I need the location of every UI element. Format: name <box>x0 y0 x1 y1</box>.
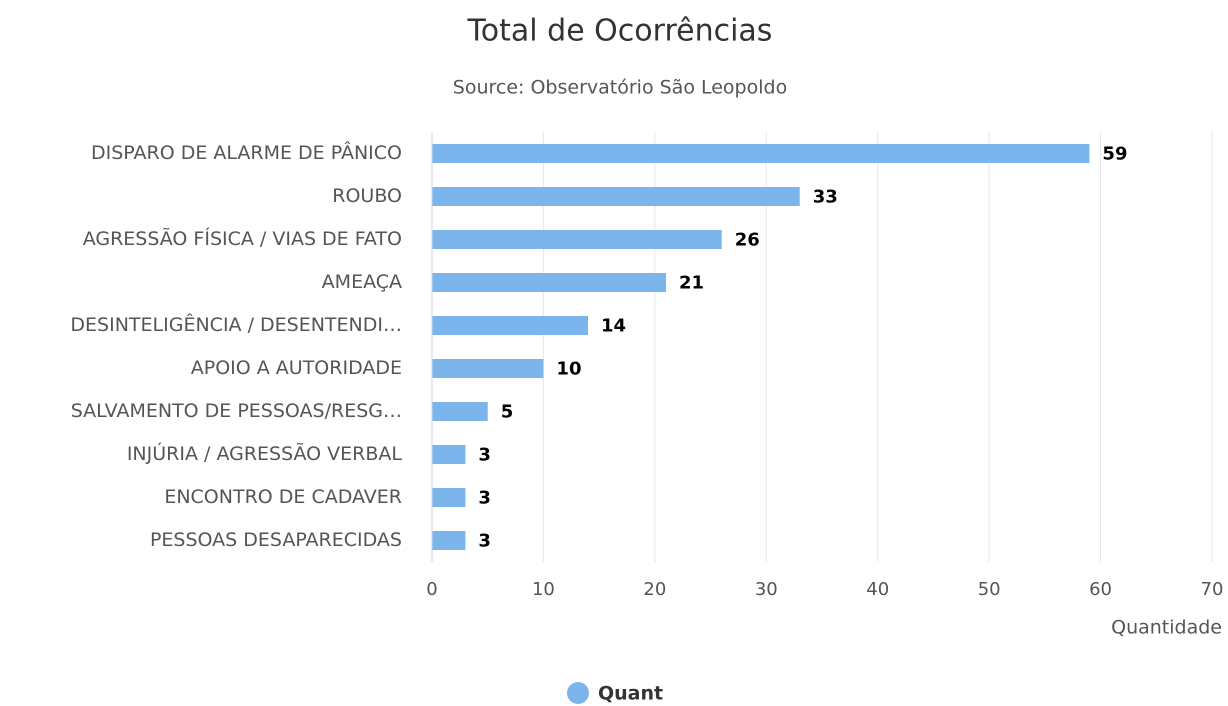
bar <box>432 445 466 464</box>
y-tick-label: SALVAMENTO DE PESSOAS/RESG… <box>71 400 402 422</box>
data-label: 26 <box>735 230 760 251</box>
data-label: 10 <box>556 359 581 380</box>
x-tick-label: 10 <box>532 579 555 600</box>
bar <box>432 144 1090 163</box>
bar <box>432 230 722 249</box>
data-label: 3 <box>478 531 491 552</box>
x-tick-label: 40 <box>866 579 889 600</box>
y-tick-label: ROUBO <box>332 185 402 207</box>
data-label: 59 <box>1102 144 1127 165</box>
x-tick-label: 30 <box>755 579 778 600</box>
bar <box>432 402 488 421</box>
y-tick-label: PESSOAS DESAPARECIDAS <box>150 529 402 551</box>
legend-marker <box>567 682 589 704</box>
bar <box>432 531 466 550</box>
legend-label: Quant <box>598 683 663 705</box>
chart-title: Total de Ocorrências <box>467 14 773 49</box>
x-tick-label: 70 <box>1201 579 1224 600</box>
bar <box>432 273 666 292</box>
data-label: 14 <box>601 316 626 337</box>
y-tick-label: DISPARO DE ALARME DE PÂNICO <box>91 141 402 164</box>
y-tick-label: ENCONTRO DE CADAVER <box>164 486 402 508</box>
y-tick-label: AGRESSÃO FÍSICA / VIAS DE FATO <box>83 227 402 250</box>
bar <box>432 488 466 507</box>
bar <box>432 187 800 206</box>
plot <box>431 132 1213 562</box>
bar <box>432 316 588 335</box>
bar <box>432 359 544 378</box>
x-tick-label: 20 <box>643 579 666 600</box>
data-label: 3 <box>478 445 491 466</box>
x-tick-label: 60 <box>1089 579 1112 600</box>
data-label: 33 <box>813 187 838 208</box>
data-label: 5 <box>501 402 514 423</box>
y-tick-label: DESINTELIGÊNCIA / DESENTENDI… <box>70 313 402 336</box>
y-tick-label: INJÚRIA / AGRESSÃO VERBAL <box>127 441 403 465</box>
y-tick-label: APOIO A AUTORIDADE <box>191 357 402 379</box>
x-axis-title: Quantidade <box>1111 617 1222 639</box>
x-tick-label: 50 <box>978 579 1001 600</box>
chart-subtitle: Source: Observatório São Leopoldo <box>453 77 787 99</box>
y-tick-label: AMEAÇA <box>322 271 402 293</box>
x-tick-label: 0 <box>426 579 437 600</box>
data-label: 21 <box>679 273 704 294</box>
data-label: 3 <box>478 488 491 509</box>
